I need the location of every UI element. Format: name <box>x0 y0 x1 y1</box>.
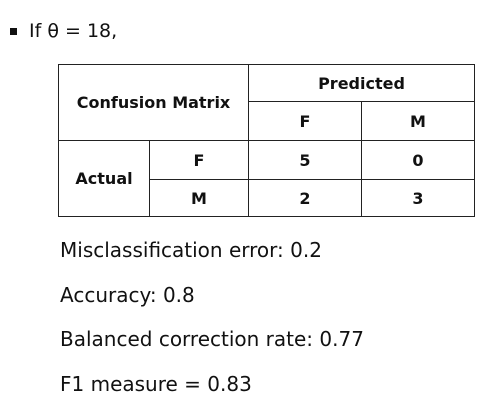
heading: If θ = 18, <box>10 20 117 42</box>
bullet-text: Balanced correction rate: 0.77 <box>60 327 364 351</box>
square-bullet <box>10 27 17 35</box>
bullet-text: F1 measure = 0.83 <box>60 371 252 396</box>
column-header: M <box>361 101 475 141</box>
row: Confusion Matrix Predicted <box>58 64 475 141</box>
bullet-item: F1 measure = 0.83 <box>60 372 364 416</box>
bullet-text: Misclassification error: 0.2 <box>60 238 322 262</box>
bullet-list: Misclassification error: 0.2 Accuracy: 0.… <box>60 238 364 416</box>
heading-text: If θ = 18, <box>29 20 118 42</box>
cell: 3 <box>361 179 475 217</box>
bullet-text: Accuracy: 0.8 <box>60 282 195 307</box>
row-header: F <box>149 140 249 180</box>
cell: 2 <box>248 179 362 217</box>
cell: 5 <box>248 140 362 180</box>
row: Actual F 5 0 <box>58 140 475 217</box>
bullet-item: Balanced correction rate: 0.77 <box>60 327 364 372</box>
predicted-header: Predicted <box>248 64 475 102</box>
confusion-matrix: Confusion Matrix Predicted F M Actual F 5 0 M 2 3 <box>58 64 475 217</box>
cell: 0 <box>361 140 475 180</box>
row-header: M <box>149 179 249 217</box>
corner-cell: Confusion Matrix <box>58 64 249 141</box>
bullet-item: Misclassification error: 0.2 <box>60 238 364 283</box>
column-header: F <box>248 101 362 141</box>
actual-header: Actual <box>58 140 150 217</box>
bullet-item: Accuracy: 0.8 <box>60 283 364 328</box>
